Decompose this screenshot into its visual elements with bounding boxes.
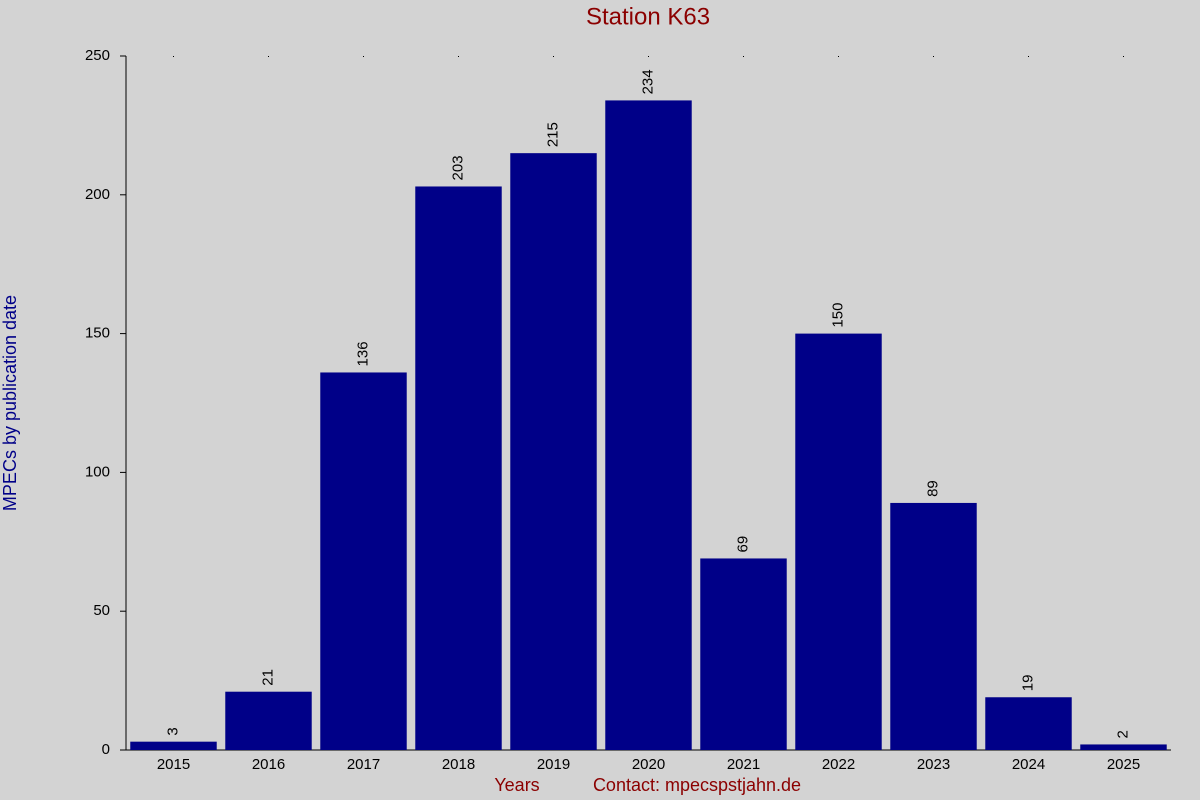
y-tick-label: 150 [85, 325, 110, 342]
top-dot [648, 56, 649, 57]
y-tick-label: 250 [85, 47, 110, 64]
bar [225, 691, 312, 750]
bar [795, 333, 882, 750]
value-label: 215 [544, 122, 561, 147]
value-label: 234 [639, 69, 656, 94]
top-dot [1123, 56, 1124, 57]
bar [700, 558, 787, 750]
x-tick-label: 2025 [1107, 756, 1140, 773]
chart-title: Station K63 [586, 3, 710, 30]
bar [130, 741, 217, 750]
y-tick-label: 0 [102, 741, 110, 758]
y-tick-label: 200 [85, 186, 110, 203]
bar [605, 100, 692, 750]
value-label: 19 [1019, 675, 1036, 692]
y-tick-label: 50 [93, 602, 110, 619]
top-dot [933, 56, 934, 57]
value-label: 203 [449, 155, 466, 180]
value-label: 21 [259, 669, 276, 686]
top-dot [173, 56, 174, 57]
bar [510, 153, 597, 750]
top-dot [553, 56, 554, 57]
bar [985, 697, 1072, 750]
value-label: 136 [354, 341, 371, 366]
top-dot [743, 56, 744, 57]
top-dot [838, 56, 839, 57]
x-tick-label: 2015 [157, 756, 190, 773]
x-axis-label: Years [494, 775, 539, 795]
value-label: 69 [734, 536, 751, 553]
x-tick-label: 2019 [537, 756, 570, 773]
value-label: 150 [829, 303, 846, 328]
y-tick-label: 100 [85, 463, 110, 480]
value-label: 2 [1114, 730, 1131, 738]
bar [320, 372, 407, 750]
value-label: 3 [164, 727, 181, 735]
value-label: 89 [924, 480, 941, 497]
y-axis-label: MPECs by publication date [0, 295, 20, 511]
x-tick-label: 2024 [1012, 756, 1045, 773]
top-dot [458, 56, 459, 57]
contact: Contact: mpecspstjahn.de [593, 775, 801, 795]
bar [415, 186, 502, 751]
x-tick-label: 2018 [442, 756, 475, 773]
x-tick-label: 2017 [347, 756, 380, 773]
top-dot [1028, 56, 1029, 57]
x-tick-label: 2021 [727, 756, 760, 773]
top-dot [363, 56, 364, 57]
x-tick-label: 2023 [917, 756, 950, 773]
x-tick-label: 2020 [632, 756, 665, 773]
bar [1080, 744, 1167, 750]
x-tick-label: 2016 [252, 756, 285, 773]
bar [890, 502, 977, 750]
top-dot [268, 56, 269, 57]
x-tick-label: 2022 [822, 756, 855, 773]
